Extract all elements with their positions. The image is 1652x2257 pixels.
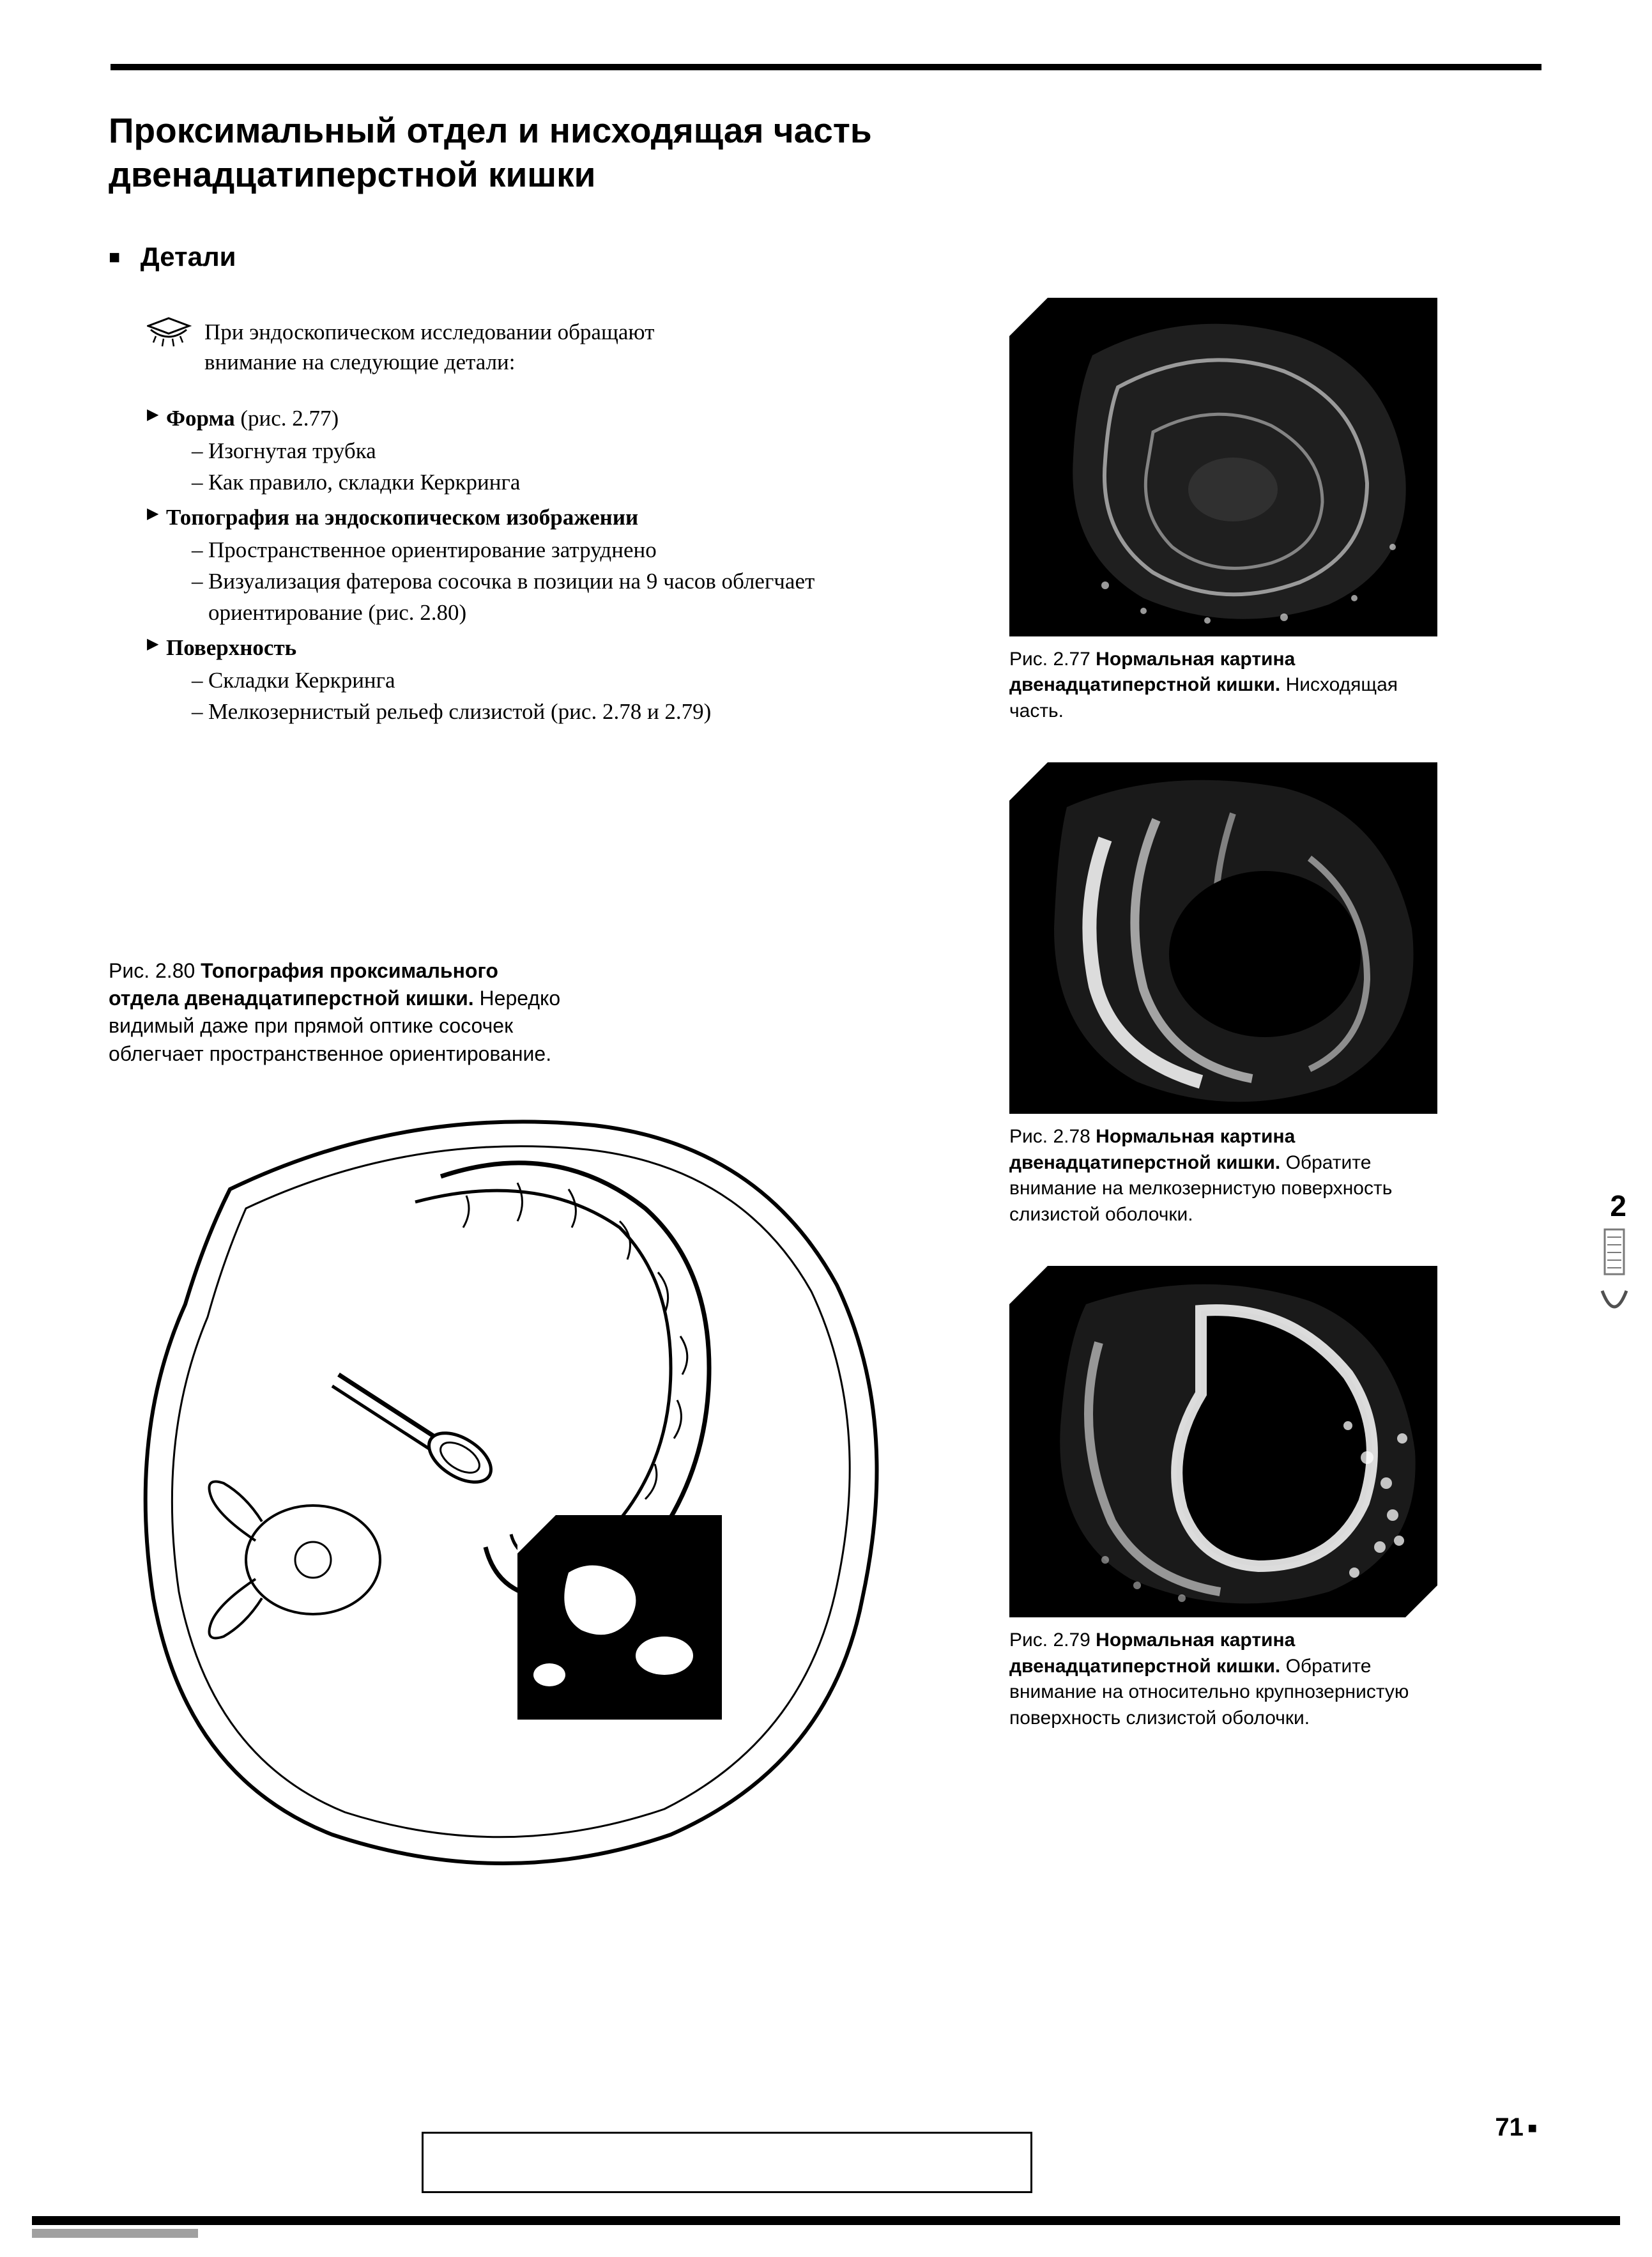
eye-icon (147, 317, 192, 349)
page-title: Проксимальный отдел и нисходящая часть д… (109, 109, 1543, 197)
side-tab-number: 2 (1610, 1189, 1626, 1223)
caption-lead: Рис. 2.79 (1009, 1629, 1096, 1651)
endoscopy-image-placeholder (1009, 1266, 1437, 1617)
page-number: 71 (1495, 2113, 1537, 2142)
caption-lead: Рис. 2.80 (109, 959, 201, 982)
page-root: Проксимальный отдел и нисходящая часть д… (0, 0, 1652, 2257)
section-heading: Детали (109, 242, 1543, 272)
bottom-rule (32, 2216, 1620, 2225)
sub-item: Мелкозернистый рельеф слизистой (рис. 2.… (192, 696, 965, 727)
sub-item: Как правило, складки Керкринга (192, 466, 965, 498)
title-line-1: Проксимальный отдел и нисходящая часть (109, 111, 872, 150)
body-grid: При эндоскопическом исследовании обращаю… (109, 298, 1543, 1889)
item-title: Форма (166, 406, 235, 431)
figure-2-78: Рис. 2.78 Нормальная картина двенадцатип… (1009, 762, 1444, 1228)
left-column: При эндоскопическом исследовании обращаю… (109, 298, 965, 1889)
image-corner-tl (1009, 762, 1048, 801)
figure-2-77-image (1009, 298, 1437, 636)
figure-2-79-caption: Рис. 2.79 Нормальная картина двенадцатип… (1009, 1628, 1444, 1731)
side-tab-icon (1598, 1227, 1630, 1329)
sub-item: Складки Керкринга (192, 665, 965, 696)
intro-line-1: При эндоскопическом исследовании обращаю… (204, 320, 654, 344)
figure-2-78-caption: Рис. 2.78 Нормальная картина двенадцатип… (1009, 1124, 1444, 1228)
top-rule (111, 64, 1541, 70)
bottom-rule-shadow (32, 2229, 198, 2238)
title-line-2: двенадцатиперстной кишки (109, 155, 595, 194)
image-corner-tl (1009, 1266, 1048, 1304)
list-item-topography: Топография на эндоскопическом изображени… (147, 502, 965, 628)
footer-empty-box (422, 2132, 1032, 2193)
intro-block: При эндоскопическом исследовании обращаю… (147, 317, 965, 378)
details-list: Форма (рис. 2.77) Изогнутая трубка Как п… (109, 403, 965, 727)
sublist: Пространственное ориентирование затрудне… (166, 534, 965, 628)
caption-lead: Рис. 2.77 (1009, 649, 1096, 670)
figure-2-79: Рис. 2.79 Нормальная картина двенадцатип… (1009, 1266, 1444, 1731)
figure-2-80-diagram (109, 1100, 901, 1886)
intro-text: При эндоскопическом исследовании обращаю… (204, 317, 654, 378)
item-title: Поверхность (166, 635, 296, 660)
intro-line-2: внимание на следующие детали: (204, 350, 516, 374)
sub-item: Изогнутая трубка (192, 435, 965, 466)
figure-2-79-image (1009, 1266, 1437, 1617)
endoscopy-image-placeholder (1009, 298, 1437, 636)
endoscopy-image-placeholder (1009, 762, 1437, 1114)
image-corner-tl (1009, 298, 1048, 336)
figure-2-77: Рис. 2.77 Нормальная картина двенадцатип… (1009, 298, 1444, 725)
figure-2-78-image (1009, 762, 1437, 1114)
caption-lead: Рис. 2.78 (1009, 1126, 1096, 1147)
list-item-form: Форма (рис. 2.77) Изогнутая трубка Как п… (147, 403, 965, 498)
figure-2-77-caption: Рис. 2.77 Нормальная картина двенадцатип… (1009, 647, 1444, 725)
sub-item: Визуализация фатерова сосочка в позиции … (192, 566, 965, 628)
image-corner-br (1405, 1585, 1437, 1617)
sub-item: Пространственное ориентирование затрудне… (192, 534, 965, 566)
list-item-surface: Поверхность Складки Керкринга Мелкозерни… (147, 632, 965, 727)
right-column: Рис. 2.77 Нормальная картина двенадцатип… (1009, 298, 1444, 1889)
sublist: Складки Керкринга Мелкозернистый рельеф … (166, 665, 965, 727)
sublist: Изогнутая трубка Как правило, складки Ке… (166, 435, 965, 498)
figure-2-80-caption: Рис. 2.80 Топография проксимального отде… (109, 957, 569, 1068)
item-title-after: (рис. 2.77) (235, 406, 339, 431)
section-heading-text: Детали (141, 242, 236, 272)
item-title: Топография на эндоскопическом изображени… (166, 505, 638, 530)
